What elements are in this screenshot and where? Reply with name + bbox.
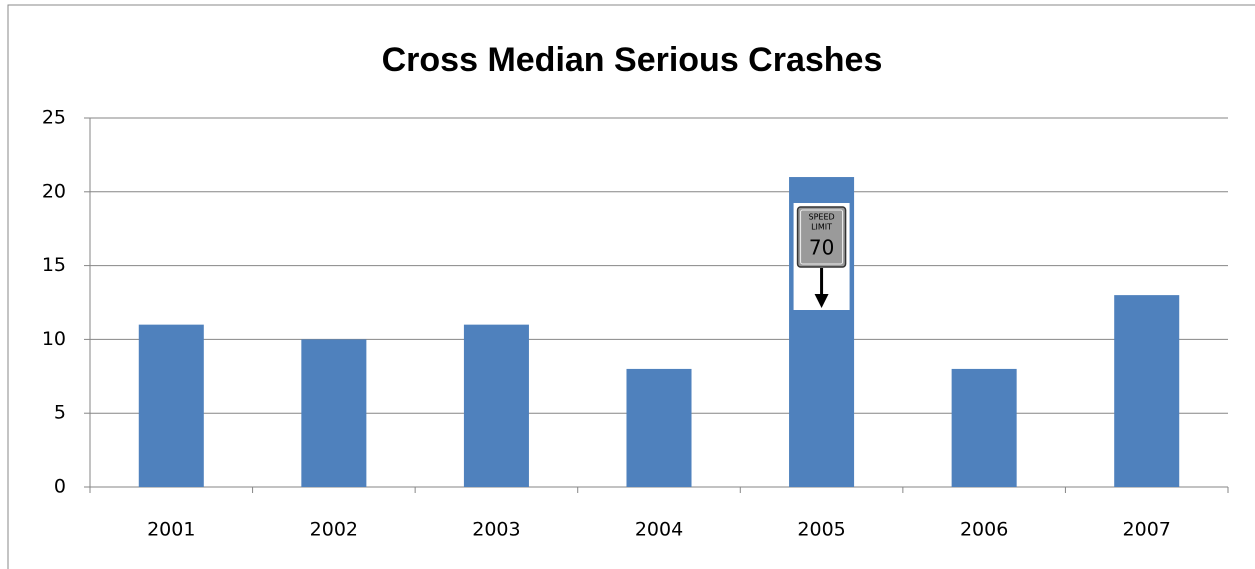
x-tick-label: 2007 [1123, 519, 1171, 541]
sign-text: SPEED [808, 213, 834, 222]
chart-title: Cross Median Serious Crashes [382, 41, 883, 79]
x-tick-label: 2006 [960, 519, 1008, 541]
x-tick-label: 2003 [472, 519, 520, 541]
y-tick-label: 25 [42, 107, 66, 129]
bar [1114, 295, 1180, 487]
y-tick-label: 20 [42, 180, 66, 202]
y-tick-label: 5 [54, 402, 66, 424]
sign-text: 70 [809, 236, 834, 260]
bar [138, 324, 204, 487]
y-tick-label: 15 [42, 254, 66, 276]
bar [301, 339, 367, 487]
bar [463, 324, 529, 487]
y-tick-label: 0 [54, 476, 66, 498]
sign-text: LIMIT [811, 223, 832, 232]
x-tick-label: 2004 [635, 519, 683, 541]
bar [951, 368, 1017, 487]
bar [626, 368, 692, 487]
x-tick-label: 2002 [310, 519, 358, 541]
x-tick-label: 2005 [797, 519, 845, 541]
y-tick-label: 10 [42, 328, 66, 350]
sign-arrow-head [814, 294, 829, 308]
x-tick-label: 2001 [147, 519, 195, 541]
sign-inner [800, 209, 844, 265]
sign-plate [796, 206, 847, 268]
